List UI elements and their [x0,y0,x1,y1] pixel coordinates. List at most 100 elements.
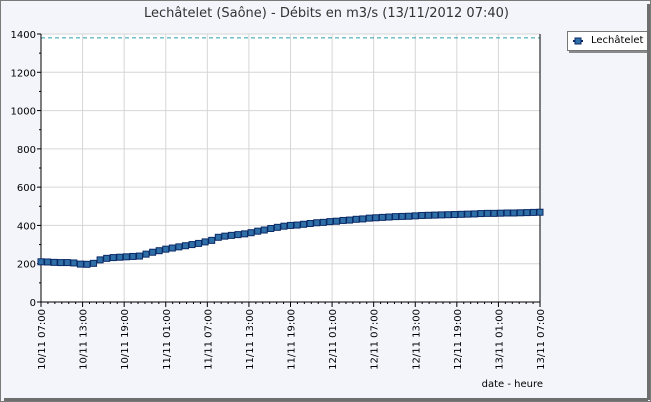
data-point [214,233,222,241]
x-tick-label: 10/11 19:00 [120,309,131,370]
x-tick-label: 12/11 07:00 [370,309,381,370]
data-point [313,219,321,227]
data-point [483,209,491,217]
data-point [523,209,531,217]
x-tick-label: 10/11 07:00 [37,309,48,370]
data-point [477,210,485,218]
data-point [359,215,367,223]
y-tick-label: 1000 [11,107,36,118]
data-point [195,239,203,247]
x-tick-label: 12/11 19:00 [453,309,464,370]
data-point [405,212,413,220]
data-point [103,254,111,262]
data-point [339,216,347,224]
data-point [411,212,419,220]
data-point [319,218,327,226]
data-point [300,220,308,228]
data-point [90,259,98,267]
data-point [227,231,235,239]
y-tick-label: 200 [17,260,36,271]
data-point [83,260,91,268]
legend: Lechâtelet [567,31,648,51]
y-tick-label: 600 [17,183,36,194]
data-point [168,244,176,252]
data-point [372,214,380,222]
data-point [135,252,143,260]
data-point [181,242,189,250]
data-point [175,243,183,251]
data-point [287,221,294,229]
data-point [122,253,130,261]
data-point [260,226,268,234]
data-point [326,218,334,226]
data-point [365,214,373,222]
legend-marker [573,37,583,45]
data-point [221,232,229,240]
data-point [162,245,170,253]
data-point [188,241,196,249]
x-tick-label: 11/11 13:00 [245,309,256,370]
y-tick-label: 400 [17,221,36,232]
x-tick-label: 12/11 13:00 [411,309,422,370]
data-point [503,209,511,217]
data-point [241,230,249,238]
data-point [536,208,544,216]
data-point [438,211,446,219]
data-point [306,220,314,228]
data-point [392,213,400,221]
data-point [96,256,104,264]
x-tick-label: 10/11 13:00 [79,309,90,370]
data-point [352,215,360,223]
x-tick-label: 13/11 07:00 [536,309,547,370]
x-tick-label: 11/11 07:00 [203,309,214,370]
data-point [129,252,137,260]
data-point [142,250,150,258]
x-tick-label: 12/11 01:00 [328,309,339,370]
data-point [149,248,157,256]
legend-label: Lechâtelet [591,35,644,46]
data-point [254,227,262,235]
data-point [457,210,465,218]
chart-title: Lechâtelet (Saône) - Débits en m3/s (13/… [144,6,509,21]
data-point [201,238,209,246]
data-point [444,211,452,219]
data-point [44,258,52,266]
data-point [346,216,354,224]
data-point [470,210,478,218]
data-point [70,259,78,267]
data-point [490,209,498,217]
y-tick-label: 800 [17,145,36,156]
y-tick-label: 1400 [11,30,36,41]
data-point [267,224,275,232]
frame-shadow-bottom [4,398,648,401]
x-tick-label: 11/11 01:00 [162,309,173,370]
data-point [234,231,242,239]
data-point [208,236,216,244]
data-point [293,221,301,229]
data-point [50,258,58,266]
data-point [109,254,117,262]
data-point [418,211,426,219]
y-tick-label: 0 [30,298,36,309]
x-tick-label: 11/11 19:00 [287,309,298,370]
data-point [273,223,281,231]
data-point [431,211,439,219]
data-point [378,213,386,221]
x-tick-label: 13/11 01:00 [494,309,505,370]
data-point [332,217,340,225]
data-point [424,211,432,219]
data-point [57,259,65,267]
data-point [247,229,255,237]
data-point [116,253,124,261]
data-point [451,211,459,219]
data-point [510,209,518,217]
frame-shadow-right [647,4,650,400]
data-point [398,212,406,220]
data-point [497,209,505,217]
x-axis-label: date - heure [482,379,543,390]
data-point [76,260,84,268]
data-point [37,258,45,266]
data-point [155,247,163,255]
